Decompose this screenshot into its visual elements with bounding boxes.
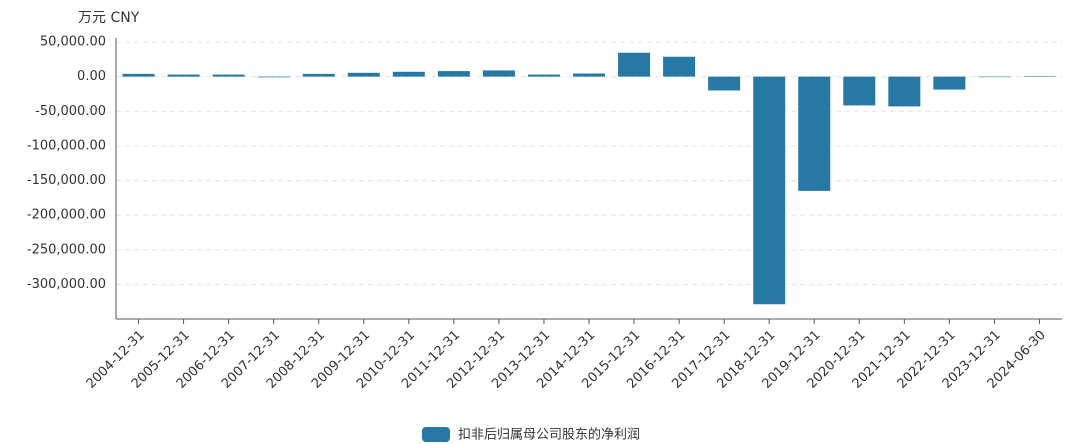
- bar: [618, 52, 651, 77]
- y-tick-label: -100,000.00: [27, 138, 106, 153]
- bar: [212, 74, 245, 77]
- bar: [1023, 76, 1056, 77]
- bar: [708, 76, 741, 91]
- y-tick-label: -200,000.00: [27, 208, 106, 223]
- bar: [302, 73, 335, 77]
- bar: [167, 74, 200, 77]
- bar: [843, 76, 876, 106]
- bar: [257, 76, 290, 78]
- legend-swatch: [422, 427, 450, 442]
- bar: [933, 76, 966, 90]
- bar: [122, 73, 155, 77]
- bar: [798, 76, 831, 191]
- bar: [663, 56, 696, 77]
- bar: [392, 71, 425, 77]
- y-tick-label: -50,000.00: [35, 104, 106, 119]
- y-tick-label: -150,000.00: [27, 173, 106, 188]
- bar: [888, 76, 921, 107]
- y-tick-label: -300,000.00: [27, 277, 106, 292]
- y-tick-label: 50,000.00: [40, 35, 106, 50]
- bar: [978, 76, 1011, 78]
- bar: [347, 72, 380, 77]
- bar: [482, 70, 515, 77]
- legend-label: 扣非后归属母公司股东的净利润: [458, 427, 640, 443]
- bar: [753, 76, 786, 305]
- bar: [437, 71, 470, 77]
- y-tick-label: -250,000.00: [27, 242, 106, 257]
- bar: [527, 74, 560, 77]
- y-unit: 万元 CNY: [78, 10, 140, 26]
- bar: [573, 73, 605, 77]
- y-tick-label: 0.00: [77, 69, 106, 84]
